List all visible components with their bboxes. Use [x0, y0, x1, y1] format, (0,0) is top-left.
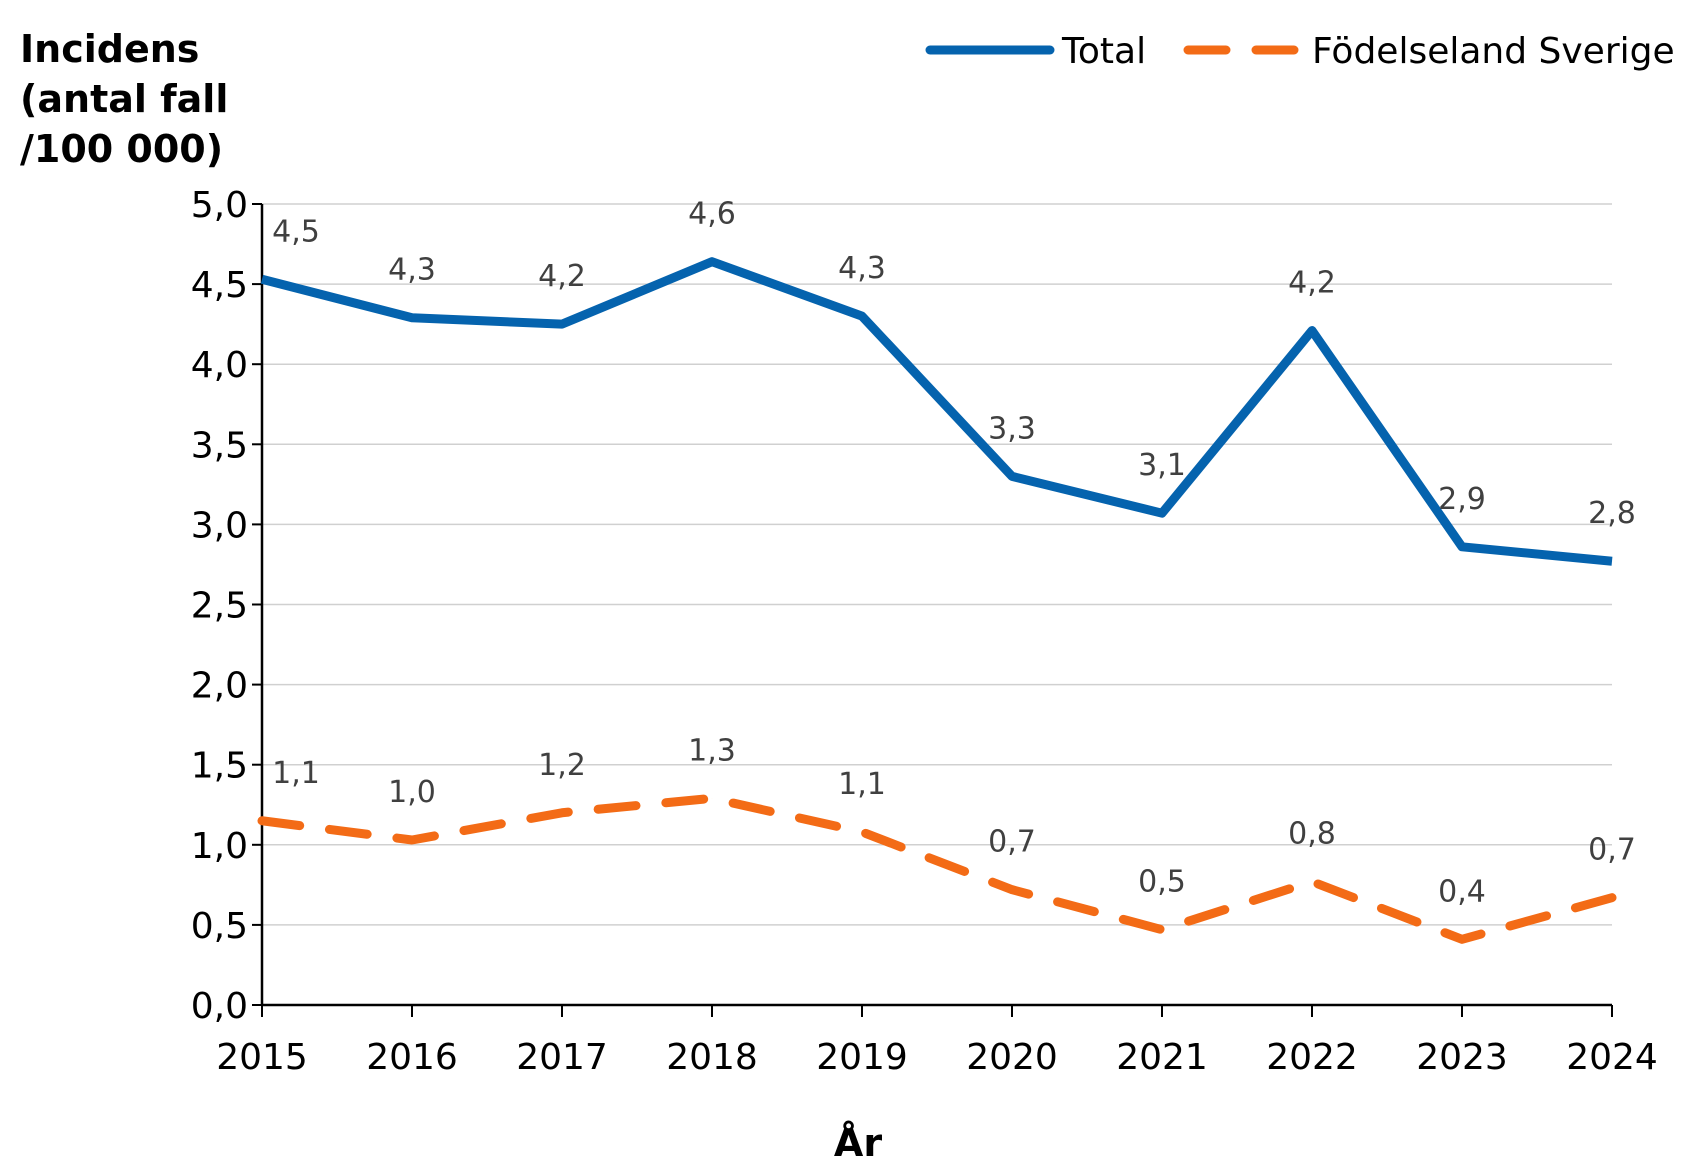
data-label: 1,1 — [838, 767, 886, 802]
data-label: 2,9 — [1438, 482, 1486, 517]
data-label: 4,5 — [272, 214, 320, 249]
y-tick-label: 1,5 — [191, 746, 248, 787]
x-tick-label: 2020 — [966, 1037, 1058, 1078]
y-tick-label: 2,0 — [191, 666, 248, 707]
data-labels: 4,5 4,3 4,2 4,6 4,3 3,3 3,1 4,2 2,9 2,8 1,1 1,0 1,2 1… — [272, 197, 1636, 910]
x-tick-labels: 2015 2016 2017 2018 2019 2020 2021 2022 2023 2024 — [216, 1037, 1658, 1078]
data-label: 4,2 — [1288, 266, 1336, 301]
data-label: 4,3 — [838, 251, 886, 286]
x-tick-label: 2015 — [216, 1037, 308, 1078]
y-tick-label: 3,5 — [191, 425, 248, 466]
data-label: 0,4 — [1438, 874, 1486, 909]
legend-label-fodelseland-sverige: Födelseland Sverige — [1312, 31, 1675, 72]
data-label: 4,6 — [688, 197, 736, 232]
data-label: 0,7 — [988, 825, 1036, 860]
x-tick-label: 2023 — [1416, 1037, 1508, 1078]
y-axis-title-line-2: (antal fall — [20, 77, 228, 121]
y-tick-label: 0,0 — [191, 986, 248, 1027]
series-line-0 — [260, 257, 1613, 566]
x-axis-title: År — [834, 1121, 882, 1165]
data-label: 3,1 — [1138, 448, 1186, 483]
y-tick-label: 3,0 — [191, 505, 248, 546]
data-label: 0,5 — [1138, 865, 1186, 900]
y-tick-label: 1,0 — [191, 826, 248, 867]
data-label: 0,8 — [1288, 817, 1336, 852]
data-label: 1,0 — [388, 775, 436, 810]
y-tick-label: 2,5 — [191, 586, 248, 627]
y-axis-title-line-1: Incidens — [20, 27, 199, 71]
data-label: 4,2 — [538, 259, 586, 294]
legend-label-total: Total — [1061, 31, 1146, 72]
y-tick-label: 4,5 — [191, 265, 248, 306]
y-tick-label: 5,0 — [191, 185, 248, 226]
y-tick-labels: 0,0 0,5 1,0 1,5 2,0 2,5 3,0 3,5 4,0 4,5 5,0 — [191, 185, 248, 1027]
x-tick-label: 2021 — [1116, 1037, 1208, 1078]
x-tick-label: 2019 — [816, 1037, 908, 1078]
data-label: 4,3 — [388, 253, 436, 288]
x-tick-label: 2017 — [516, 1037, 608, 1078]
data-label: 0,7 — [1588, 833, 1636, 868]
x-tick-label: 2024 — [1566, 1037, 1658, 1078]
series-line-1 — [257, 793, 1617, 944]
series-lines — [257, 257, 1617, 944]
y-tick-label: 4,0 — [191, 345, 248, 386]
x-tick-label: 2016 — [366, 1037, 458, 1078]
data-label: 1,1 — [272, 756, 320, 791]
legend: Total Födelseland Sverige — [925, 31, 1675, 72]
gridlines — [262, 203, 1612, 926]
axes — [252, 203, 1613, 1017]
data-label: 3,3 — [988, 411, 1036, 446]
data-label: 1,2 — [538, 748, 586, 783]
x-tick-label: 2022 — [1266, 1037, 1358, 1078]
x-tick-label: 2018 — [666, 1037, 758, 1078]
data-label: 2,8 — [1588, 496, 1636, 531]
data-label: 1,3 — [688, 733, 736, 768]
y-tick-label: 0,5 — [191, 906, 248, 947]
y-axis-title-line-3: /100 000) — [20, 127, 223, 171]
